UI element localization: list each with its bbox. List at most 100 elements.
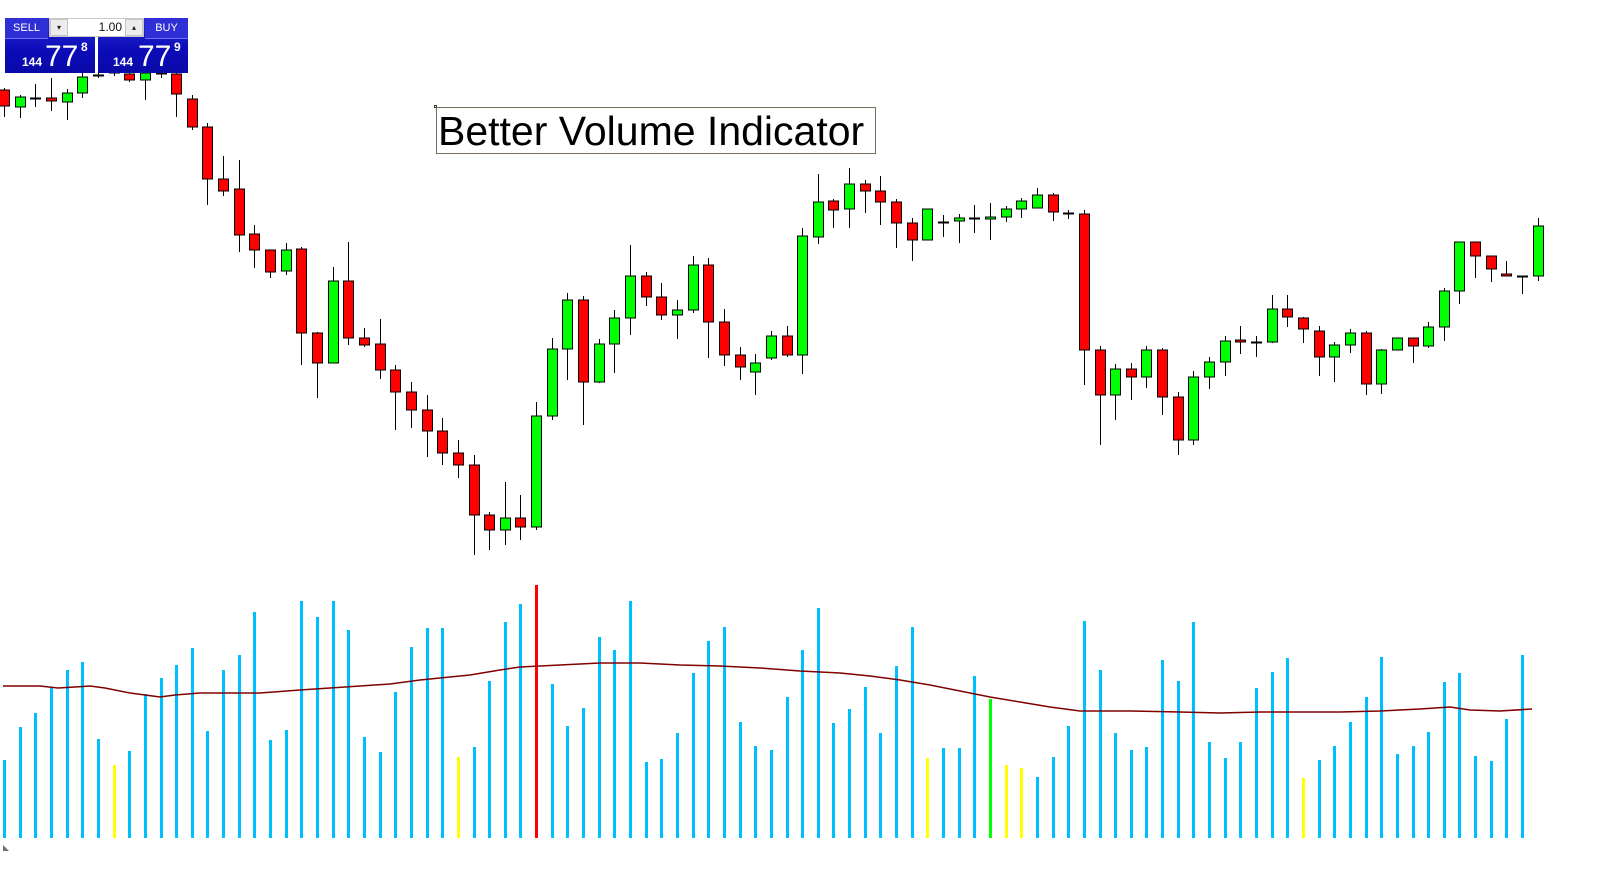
bullish-candle xyxy=(1204,361,1215,378)
bearish-candle xyxy=(1361,332,1372,385)
buy-price-sup: 9 xyxy=(174,40,181,54)
bearish-candle xyxy=(390,369,401,393)
volume-bar xyxy=(1052,757,1055,838)
bullish-candle xyxy=(1392,337,1403,351)
volume-bar xyxy=(1427,732,1430,838)
bullish-candle xyxy=(625,275,636,319)
volume-bar xyxy=(645,762,648,838)
bearish-candle xyxy=(312,332,323,364)
volume-bar xyxy=(394,692,397,838)
bullish-candle xyxy=(15,96,26,108)
volume-bar xyxy=(363,737,366,838)
volume-bar xyxy=(1490,761,1493,838)
volume-bar xyxy=(879,733,882,838)
bullish-candle xyxy=(77,76,88,94)
bullish-candle xyxy=(500,517,511,531)
volume-bar xyxy=(113,765,116,838)
volume-bar xyxy=(613,650,616,838)
bearish-candle xyxy=(30,97,41,100)
volume-bar xyxy=(1365,697,1368,838)
volume-bar xyxy=(1067,726,1070,838)
bearish-candle xyxy=(343,280,354,339)
volume-bar xyxy=(1443,682,1446,838)
bearish-candle xyxy=(656,296,667,316)
chart-text-label[interactable]: Better Volume Indicator xyxy=(436,107,876,154)
lot-size-input[interactable]: 1.00 xyxy=(98,20,122,34)
volume-bar xyxy=(1286,658,1289,838)
volume-bar xyxy=(676,733,679,838)
lot-increase-icon[interactable]: ▴ xyxy=(125,19,143,36)
bullish-candle xyxy=(922,208,933,241)
bearish-candle xyxy=(453,452,464,466)
volume-bar xyxy=(535,585,538,838)
volume-bar xyxy=(1333,746,1336,838)
buy-price: 144 77 9 xyxy=(98,39,188,73)
volume-bar xyxy=(504,622,507,838)
bearish-candle xyxy=(1126,368,1137,378)
bearish-candle xyxy=(1095,349,1106,396)
bearish-candle xyxy=(375,343,386,371)
volume-bar xyxy=(692,673,695,838)
volume-bar xyxy=(347,630,350,838)
bullish-candle xyxy=(328,280,339,364)
bearish-candle xyxy=(1282,308,1293,318)
bearish-candle xyxy=(641,275,652,298)
volume-bar xyxy=(848,709,851,838)
volume-bar xyxy=(519,604,522,838)
lot-size-stepper[interactable]: ▾ 1.00 ▴ xyxy=(49,18,144,37)
volume-bar xyxy=(958,748,961,838)
label-anchor-handle[interactable] xyxy=(434,105,437,108)
bearish-candle xyxy=(969,217,980,220)
bearish-candle xyxy=(249,233,260,251)
volume-bar xyxy=(1083,621,1086,838)
volume-bar xyxy=(97,739,100,838)
volume-bar xyxy=(786,697,789,838)
bullish-candle xyxy=(1329,344,1340,358)
volume-bar xyxy=(285,730,288,838)
bullish-candle xyxy=(688,264,699,311)
bullish-candle xyxy=(813,201,824,238)
volume-bar xyxy=(1380,657,1383,838)
bullish-candle xyxy=(1454,241,1465,292)
buy-button[interactable]: BUY xyxy=(145,18,188,39)
bearish-candle xyxy=(93,74,104,77)
bearish-candle xyxy=(1470,241,1481,257)
volume-bar xyxy=(160,678,163,838)
bullish-candle xyxy=(1439,290,1450,328)
lot-decrease-icon[interactable]: ▾ xyxy=(50,19,68,36)
bearish-candle xyxy=(218,178,229,192)
volume-bar xyxy=(566,726,569,838)
bullish-candle xyxy=(954,217,965,222)
volume-bar xyxy=(660,759,663,838)
volume-bar xyxy=(1474,756,1477,838)
bearish-candle xyxy=(1251,341,1262,344)
volume-bar xyxy=(222,670,225,838)
bullish-candle xyxy=(1533,225,1544,277)
volume-bar xyxy=(1412,746,1415,838)
volume-moving-average-line xyxy=(3,662,1533,714)
sell-button[interactable]: SELL xyxy=(5,18,48,39)
bearish-candle xyxy=(1235,339,1246,343)
bullish-candle xyxy=(1141,349,1152,378)
volume-bar xyxy=(1114,733,1117,838)
volume-bar xyxy=(1020,768,1023,838)
volume-histogram xyxy=(3,585,1524,838)
bullish-candle xyxy=(672,309,683,316)
volume-bar xyxy=(410,647,413,838)
bearish-candle xyxy=(515,517,526,528)
bearish-candle xyxy=(46,97,57,102)
volume-bar xyxy=(144,694,147,838)
volume-bar xyxy=(1208,742,1211,838)
volume-bar xyxy=(1302,778,1305,838)
volume-bar xyxy=(1224,758,1227,838)
volume-bar xyxy=(598,637,601,838)
bullish-candle xyxy=(1423,326,1434,347)
bullish-candle xyxy=(985,216,996,220)
candlestick-series xyxy=(0,65,1544,555)
bearish-candle xyxy=(578,299,589,383)
volume-bar xyxy=(1145,747,1148,838)
volume-bar xyxy=(128,751,131,838)
bullish-candle xyxy=(1032,194,1043,209)
bullish-candle xyxy=(1188,376,1199,441)
